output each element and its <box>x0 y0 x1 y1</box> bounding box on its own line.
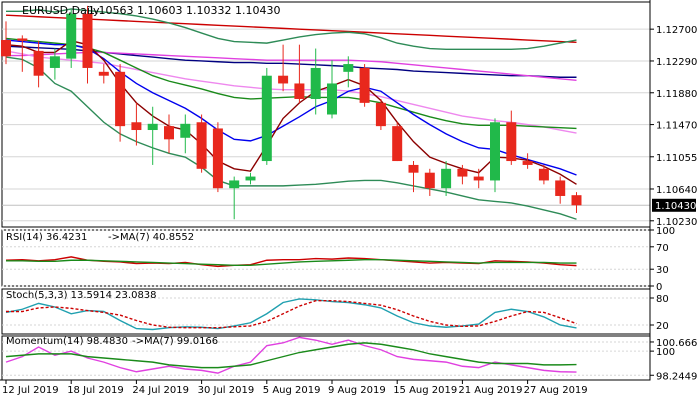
bull-candle-body <box>327 83 337 115</box>
bear-candle-body <box>196 122 207 169</box>
main-tick-label: 1.12700 <box>656 25 697 36</box>
current-price-box <box>652 198 696 212</box>
rsi-tick-label: 70 <box>656 243 669 254</box>
stoch-tick-label: 20 <box>656 321 669 332</box>
bear-candle-body <box>212 128 223 189</box>
momentum-label: Momentum(14) 98.4830 <box>6 336 128 347</box>
bear-candle-body <box>408 164 419 173</box>
rsi-series-0 <box>5 256 577 268</box>
bear-candle-body <box>294 83 305 99</box>
bear-candle-body <box>506 122 517 162</box>
current-price-label: 1.10430 <box>655 201 696 212</box>
bull-candle-body <box>490 122 500 181</box>
bull-candle-body <box>245 176 256 181</box>
bear-candle-body <box>359 67 370 103</box>
rsi-tick-label: 100 <box>656 226 675 237</box>
bear-candle-body <box>375 102 386 127</box>
bear-candle-body <box>522 161 533 165</box>
bull-candle-body <box>66 13 77 59</box>
rsi-ma-label: ->MA(7) 40.8552 <box>108 232 194 243</box>
momentum-series-0 <box>5 336 577 374</box>
rsi-panel-frame <box>1 229 651 287</box>
current-price-marker: 1.10430 <box>652 198 696 212</box>
main-tick-label: 1.10640 <box>656 185 697 196</box>
bear-candle-body <box>473 176 484 181</box>
main-series-4 <box>5 37 577 130</box>
main-series-6 <box>5 40 577 185</box>
bear-candle-body <box>392 126 403 162</box>
stoch-series-1 <box>6 300 577 329</box>
momentum-tick-label: 100.666 <box>656 338 697 349</box>
bull-candle-body <box>180 123 191 138</box>
time-tick-label: 5 Aug 2019 <box>263 385 321 396</box>
main-series-7 <box>6 8 577 51</box>
bull-candle-body <box>261 75 272 162</box>
momentum-tick-label: 100 <box>656 347 675 358</box>
bear-candle-body <box>131 122 142 131</box>
bull-candle-body <box>310 67 321 99</box>
main-tick-label: 1.12290 <box>656 57 697 68</box>
main-panel-frame <box>1 1 651 228</box>
bear-candle-body <box>424 172 435 189</box>
rsi-tick-label: 30 <box>656 265 669 276</box>
time-tick-label: 24 Jul 2019 <box>132 385 189 396</box>
bear-candle-body <box>82 13 93 68</box>
main-series-2 <box>6 51 577 82</box>
time-tick-label: 12 Jul 2019 <box>2 385 59 396</box>
bull-candle-body <box>229 180 240 189</box>
time-tick-label: 21 Aug 2019 <box>458 385 522 396</box>
stoch-series-0 <box>5 298 577 331</box>
main-tick-label: 1.11880 <box>656 89 697 100</box>
rsi-tick-label: 0 <box>656 282 662 293</box>
bear-candle-body <box>115 71 126 127</box>
bear-candle-body <box>1 40 11 57</box>
bear-candle-body <box>17 38 28 41</box>
bear-candle-body <box>555 180 566 196</box>
momentum-series-1 <box>5 342 577 369</box>
main-tick-label: 1.10230 <box>656 217 697 228</box>
main-series-0 <box>5 14 577 44</box>
bear-candle-body <box>571 195 582 206</box>
bear-candle-body <box>33 50 44 76</box>
bear-candle-body <box>538 168 549 181</box>
chart-symbol-title: EURUSD,Daily <box>22 4 100 17</box>
bear-candle-body <box>98 71 109 76</box>
ohlc-readout: 1.10563 1.10603 1.10332 1.10430 <box>88 4 280 17</box>
bear-candle-body <box>457 168 468 177</box>
bull-candle-body <box>441 168 452 189</box>
rsi-series-1 <box>6 258 577 266</box>
main-series-8 <box>5 56 577 220</box>
time-tick-label: 15 Aug 2019 <box>393 385 457 396</box>
bull-candle-body <box>147 123 158 131</box>
stoch-label: Stoch(5,3,3) 13.5914 23.0838 <box>6 290 157 301</box>
bear-candle-body <box>164 126 174 140</box>
time-tick-label: 30 Jul 2019 <box>198 385 255 396</box>
stoch-tick-label: 80 <box>656 294 669 305</box>
main-series-3 <box>5 50 577 134</box>
main-tick-label: 1.11470 <box>656 121 697 132</box>
momentum-ma-label: ->MA(7) 99.0166 <box>132 336 218 347</box>
rsi-label: RSI(14) 36.4231 <box>6 232 87 243</box>
time-tick-label: 18 Jul 2019 <box>67 385 124 396</box>
main-tick-label: 1.11055 <box>656 153 697 164</box>
bull-candle-body <box>49 56 60 68</box>
momentum-tick-label: 98.2449 <box>656 371 697 382</box>
bull-candle-body <box>343 64 354 72</box>
time-tick-label: 27 Aug 2019 <box>524 385 588 396</box>
time-tick-label: 9 Aug 2019 <box>328 385 386 396</box>
bear-candle-body <box>278 75 289 84</box>
